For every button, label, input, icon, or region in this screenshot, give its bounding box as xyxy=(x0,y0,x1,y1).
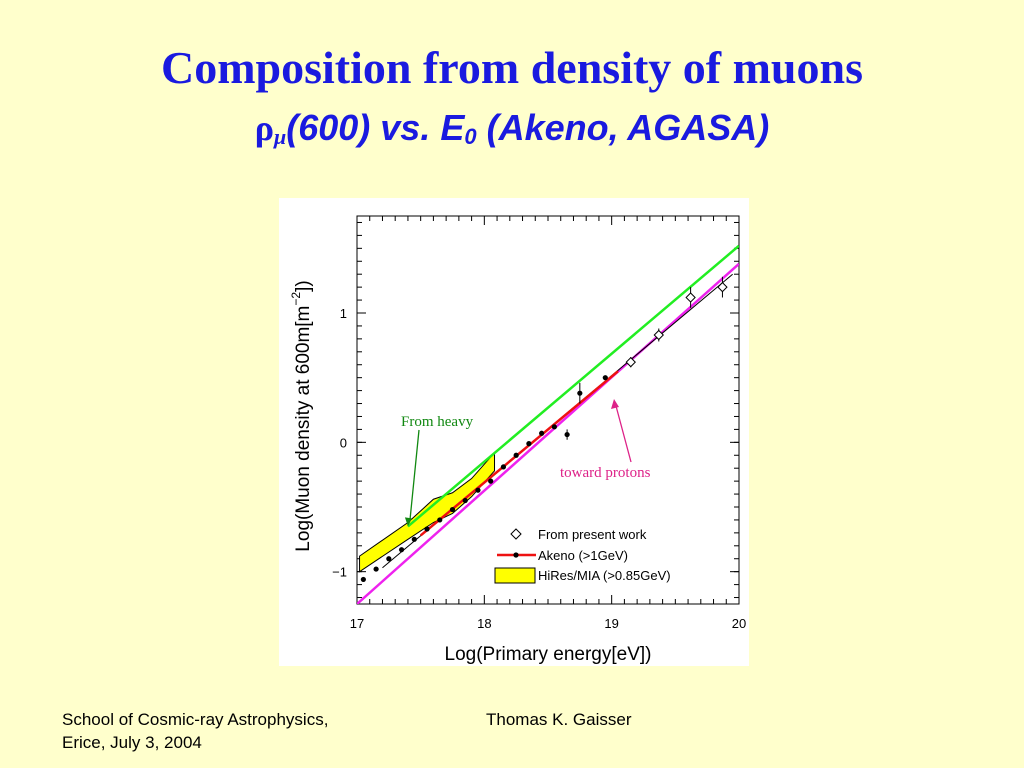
akeno-point xyxy=(398,547,405,553)
proton-model-line xyxy=(357,262,739,604)
akeno-point xyxy=(602,375,608,381)
proton-arrow-line xyxy=(615,405,632,463)
present-work-point xyxy=(717,281,728,293)
legend-label-akeno: Akeno (>1GeV) xyxy=(538,548,628,563)
present-work-point xyxy=(653,329,664,341)
present-work-point xyxy=(625,356,636,368)
mu-subscript: μ xyxy=(273,124,287,149)
legend-hires-band xyxy=(494,567,536,584)
akeno-point xyxy=(411,536,417,542)
akeno-point xyxy=(488,478,494,484)
heavy-arrow-line xyxy=(409,429,420,521)
akeno-point xyxy=(526,441,532,447)
rho-symbol: ρ xyxy=(254,108,274,148)
legend-label-present-work: From present work xyxy=(538,527,647,542)
akeno-point xyxy=(437,517,443,523)
legend-diamond-icon xyxy=(510,528,522,540)
plot-frame xyxy=(356,215,740,605)
heavy-arrow-head xyxy=(404,517,412,527)
y-tick-label: −1 xyxy=(332,565,347,580)
akeno-point xyxy=(500,464,507,470)
subtitle-tail: (Akeno, AGASA) xyxy=(476,107,770,148)
akeno-point xyxy=(475,487,481,493)
akeno-point xyxy=(360,576,366,583)
footer-left: School of Cosmic-ray Astrophysics, Erice… xyxy=(62,708,328,754)
annotation-from-heavy: From heavy xyxy=(401,414,474,430)
akeno-point xyxy=(539,430,545,436)
y-tick-label: 0 xyxy=(340,435,347,450)
muon-density-chart: 17 18 19 20 −1 0 1 Log(Primary energy[eV]) Log(M… xyxy=(279,198,749,666)
chart-svg: 17 18 19 20 −1 0 1 Log(Primary energy[eV]) Log(M… xyxy=(289,215,746,665)
footer-school: School of Cosmic-ray Astrophysics, xyxy=(62,710,329,729)
akeno-point xyxy=(449,506,456,513)
slide-title: Composition from density of muons xyxy=(161,42,863,93)
slide-subtitle: ρμ(600) vs. E0 (Akeno, AGASA) xyxy=(0,104,1024,161)
heavy-model-line xyxy=(407,244,739,528)
present-work-point xyxy=(685,292,696,303)
akeno-point xyxy=(373,566,379,572)
subtitle-text: (600) vs. E xyxy=(286,107,465,148)
akeno-point xyxy=(386,556,392,562)
x-tick-label: 18 xyxy=(477,616,491,631)
legend-akeno-dot xyxy=(513,552,519,558)
hires-band xyxy=(359,451,496,573)
footer-author: Thomas K. Gaisser xyxy=(486,710,632,729)
x-axis-label: Log(Primary energy[eV]) xyxy=(445,644,652,665)
proton-arrow-head xyxy=(611,399,619,409)
y-tick-label: 1 xyxy=(340,306,347,321)
akeno-point xyxy=(551,424,557,430)
y-axis-label: Log(Muon density at 600m[m−2]) xyxy=(289,280,314,551)
x-tick-label: 20 xyxy=(732,616,746,631)
akeno-point xyxy=(513,452,519,458)
akeno-point xyxy=(462,497,468,504)
x-tick-label: 17 xyxy=(350,616,364,631)
e0-subscript: 0 xyxy=(464,124,477,149)
x-tick-label: 19 xyxy=(604,616,618,631)
annotation-toward-protons: toward protons xyxy=(560,465,651,481)
footer-date: Erice, July 3, 2004 xyxy=(62,733,202,752)
akeno-point xyxy=(424,526,430,532)
legend-label-hires: HiRes/MIA (>0.85GeV) xyxy=(538,568,671,583)
